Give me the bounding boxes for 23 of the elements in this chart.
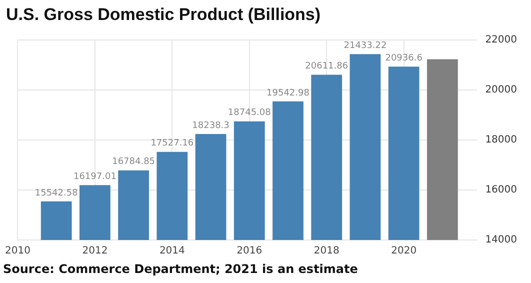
x-tick-label: 2010 — [5, 246, 30, 257]
data-label: 20936.6 — [385, 53, 423, 64]
data-label: 18745.08 — [228, 108, 272, 118]
y-tick-label: 20000 — [485, 84, 517, 96]
x-tick-label: 2020 — [391, 246, 417, 257]
data-label: 16784.85 — [112, 157, 156, 168]
data-label: 21433.22 — [344, 41, 387, 52]
chart-title: U.S. Gross Domestic Product (Billions) — [6, 5, 321, 25]
x-tick-label: 2012 — [82, 246, 108, 257]
x-tick-label: 2016 — [236, 246, 262, 257]
source-note: Source: Commerce Department; 2021 is an estimate — [3, 262, 358, 276]
y-tick-label: 18000 — [485, 134, 517, 146]
y-tick-label: 14000 — [485, 234, 517, 246]
x-tick-label: 2018 — [314, 246, 340, 257]
y-tick-label: 22000 — [485, 34, 517, 46]
x-tick-label: 2014 — [159, 246, 185, 257]
data-label: 17527.16 — [150, 138, 194, 149]
data-label: 15542.58 — [34, 188, 78, 198]
data-label: 16197.01 — [73, 172, 116, 182]
data-label: 19542.98 — [266, 88, 310, 98]
y-tick-label: 16000 — [485, 184, 517, 196]
data-label: 20611.86 — [305, 62, 348, 72]
data-label: 18238.3 — [192, 120, 230, 131]
